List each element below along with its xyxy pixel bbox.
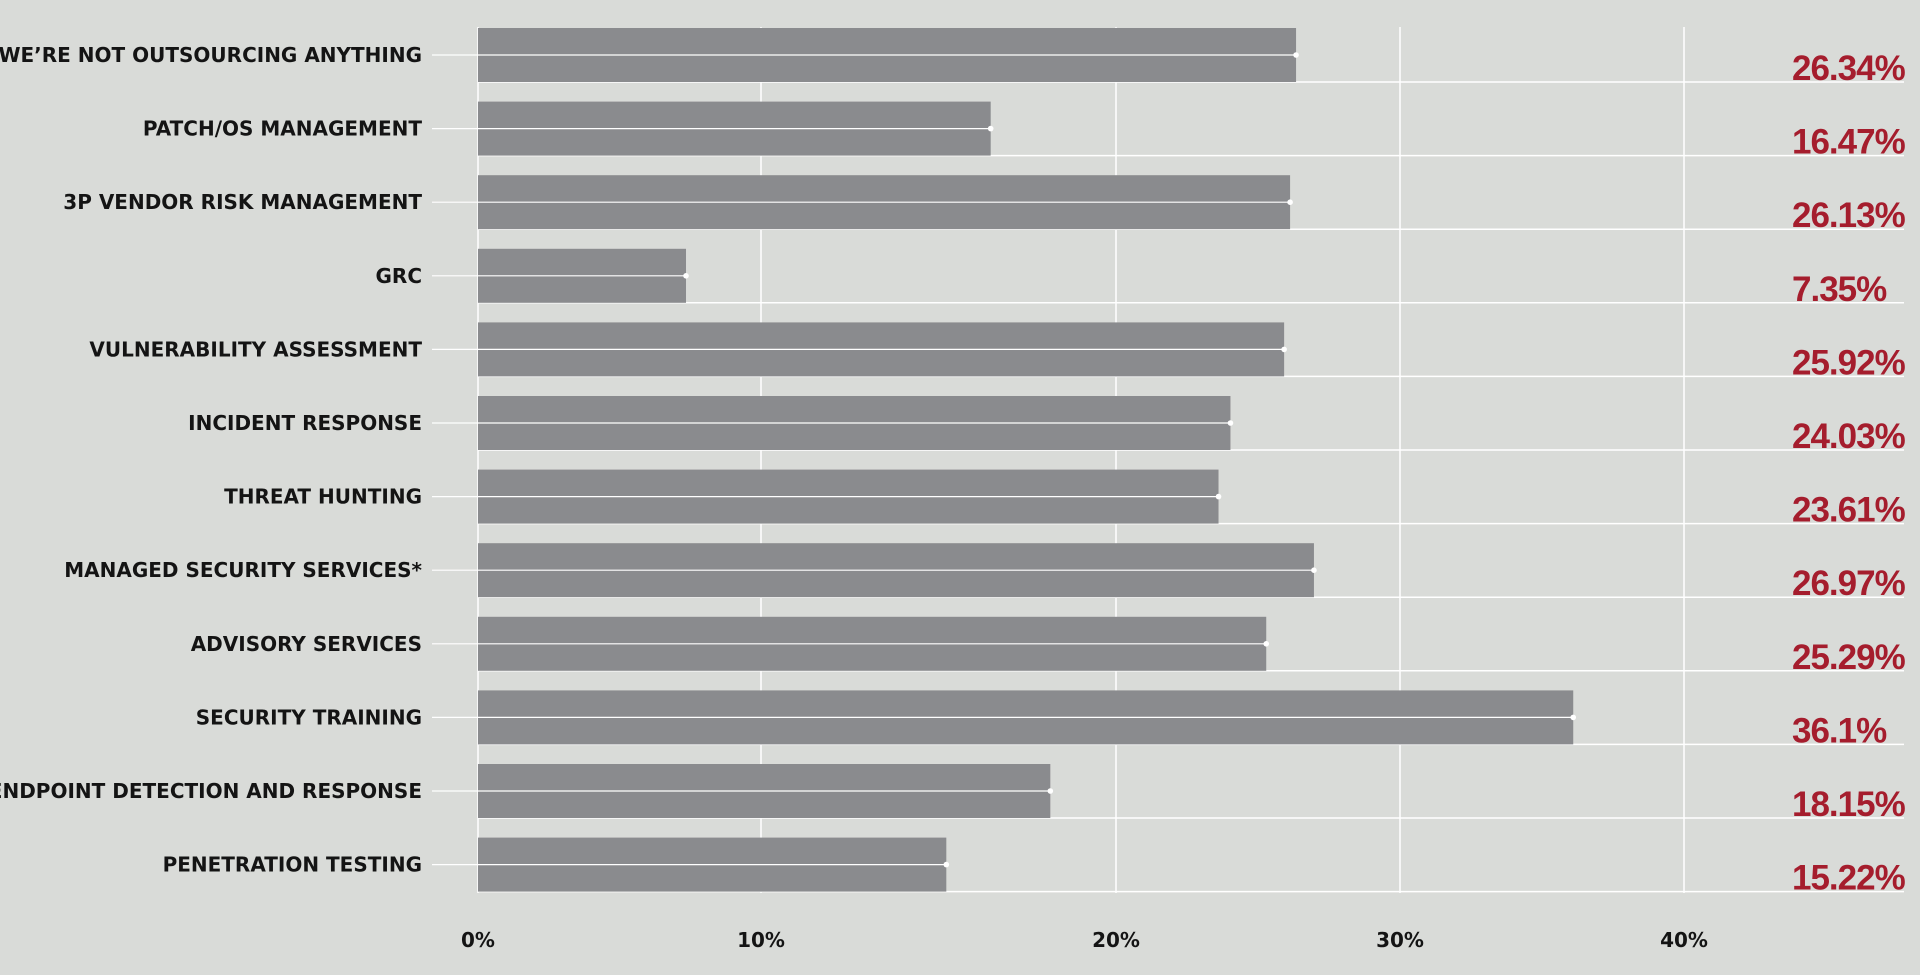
category-label: VULNERABILITY ASSESSMENT bbox=[89, 337, 422, 361]
category-label: GRC bbox=[376, 264, 423, 288]
category-label: WE’RE NOT OUTSOURCING ANYTHING bbox=[0, 43, 422, 67]
value-label: 36.1% bbox=[1792, 711, 1887, 750]
category-label: ADVISORY SERVICES bbox=[191, 632, 422, 656]
bar-end-marker bbox=[943, 861, 950, 868]
grid-layer bbox=[477, 27, 1904, 893]
category-label: ENDPOINT DETECTION AND RESPONSE bbox=[0, 779, 422, 803]
category-label: PENETRATION TESTING bbox=[163, 853, 422, 877]
x-tick-label: 30% bbox=[1376, 928, 1424, 952]
bar-end-marker bbox=[1227, 420, 1234, 426]
value-label: 26.13% bbox=[1792, 196, 1906, 235]
x-tick-label: 20% bbox=[1092, 928, 1140, 952]
bar-end-marker bbox=[1047, 788, 1054, 794]
x-tick-label: 10% bbox=[737, 928, 785, 952]
category-label: INCIDENT RESPONSE bbox=[188, 411, 422, 435]
category-label: SECURITY TRAINING bbox=[196, 705, 422, 729]
category-label: THREAT HUNTING bbox=[224, 485, 422, 509]
bar-end-marker bbox=[683, 273, 689, 279]
value-label: 7.35% bbox=[1792, 270, 1887, 309]
bar-layer bbox=[432, 28, 1577, 892]
value-label: 23.61% bbox=[1792, 491, 1906, 530]
bar-end-marker bbox=[1263, 641, 1270, 647]
value-label: 15.22% bbox=[1792, 859, 1906, 898]
value-label: 16.47% bbox=[1792, 123, 1906, 162]
value-label: 25.92% bbox=[1792, 343, 1906, 382]
value-label: 26.34% bbox=[1792, 49, 1906, 88]
bar-end-marker bbox=[1293, 52, 1299, 58]
x-tick-label: 0% bbox=[461, 928, 495, 952]
bar-end-marker bbox=[1281, 346, 1287, 353]
bar-end-marker bbox=[1570, 714, 1577, 721]
value-label: 18.15% bbox=[1792, 785, 1906, 824]
value-label: 26.97% bbox=[1792, 564, 1906, 603]
bar-end-marker bbox=[1215, 493, 1222, 500]
value-label: 24.03% bbox=[1792, 417, 1906, 456]
bar-end-marker bbox=[1287, 199, 1293, 205]
category-label: MANAGED SECURITY SERVICES* bbox=[64, 558, 422, 582]
x-tick-label: 40% bbox=[1660, 928, 1708, 952]
label-layer: WE’RE NOT OUTSOURCING ANYTHING 26.34% PATC… bbox=[0, 43, 1907, 952]
category-label: 3P VENDOR RISK MANAGEMENT bbox=[63, 190, 422, 214]
category-label: PATCH/OS MANAGEMENT bbox=[143, 117, 422, 141]
value-label: 25.29% bbox=[1792, 638, 1906, 677]
bar-end-marker bbox=[987, 125, 994, 132]
bar-end-marker bbox=[1311, 567, 1317, 573]
